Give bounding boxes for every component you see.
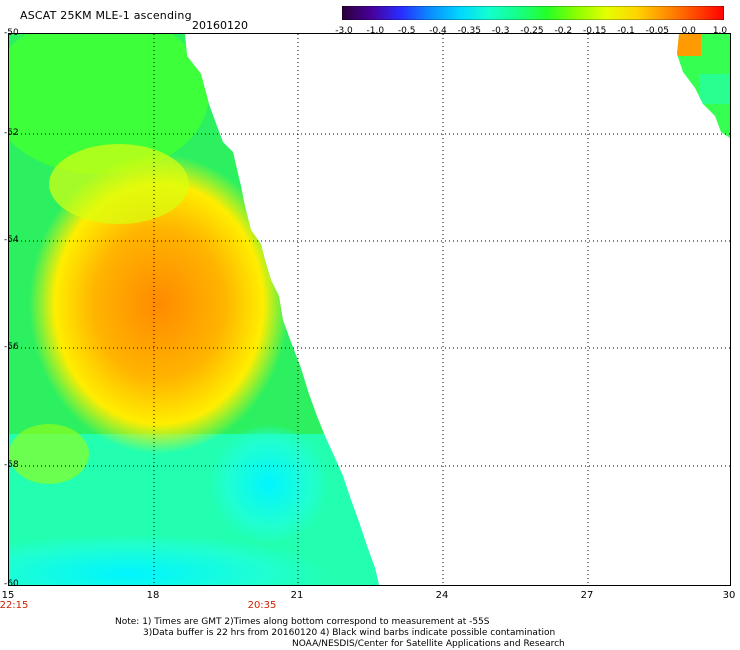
colorbar-label: -0.15 <box>583 26 607 36</box>
colorbar-label: -3.0 <box>335 26 353 36</box>
colorbar <box>341 5 725 21</box>
y-tick-label: -58 <box>4 460 19 470</box>
x-tick-label: 30 <box>722 590 736 601</box>
colorbar-label: -0.1 <box>617 26 635 36</box>
swath-data <box>9 34 379 585</box>
y-tick-label: -60 <box>4 579 19 589</box>
time-label-mid: 20:35 <box>247 600 277 611</box>
colorbar-label: -1.0 <box>366 26 385 36</box>
colorbar-label: -0.4 <box>429 26 447 36</box>
corner-swath-data <box>677 34 730 138</box>
y-tick-label: -52 <box>4 128 19 138</box>
time-label-start: 22:15 <box>0 600 29 611</box>
note-line-1: Note: 1) Times are GMT 2)Times along bot… <box>115 617 490 627</box>
swath-map-svg <box>9 34 730 585</box>
x-tick-label: 18 <box>146 590 160 601</box>
gridlines <box>9 34 730 585</box>
colorbar-label: -0.35 <box>457 26 481 36</box>
colorbar-label: -0.5 <box>397 26 416 36</box>
product-title: ASCAT 25KM MLE-1 ascending <box>20 9 192 22</box>
colorbar-label: 1.0 <box>712 26 728 36</box>
x-tick-label: 27 <box>580 590 594 601</box>
y-tick-label: -50 <box>4 28 19 38</box>
x-tick-label: 24 <box>435 590 449 601</box>
x-tick-label: 21 <box>290 590 304 601</box>
colorbar-label: 0.0 <box>681 26 696 36</box>
note-line-2: 3)Data buffer is 22 hrs from 20160120 4)… <box>143 628 556 638</box>
y-tick-label: -56 <box>4 342 19 352</box>
note-line-3: NOAA/NESDIS/Center for Satellite Applica… <box>292 639 565 649</box>
colorbar-label: -0.05 <box>645 26 669 36</box>
product-date: 20160120 <box>192 19 248 32</box>
colorbar-label: -0.3 <box>491 26 510 36</box>
y-tick-label: -54 <box>4 235 19 245</box>
colorbar-gradient <box>341 5 725 21</box>
colorbar-label: -0.2 <box>554 26 573 36</box>
x-tick-label: 15 <box>1 590 15 601</box>
swath-map <box>8 33 731 586</box>
colorbar-label: -0.25 <box>520 26 544 36</box>
